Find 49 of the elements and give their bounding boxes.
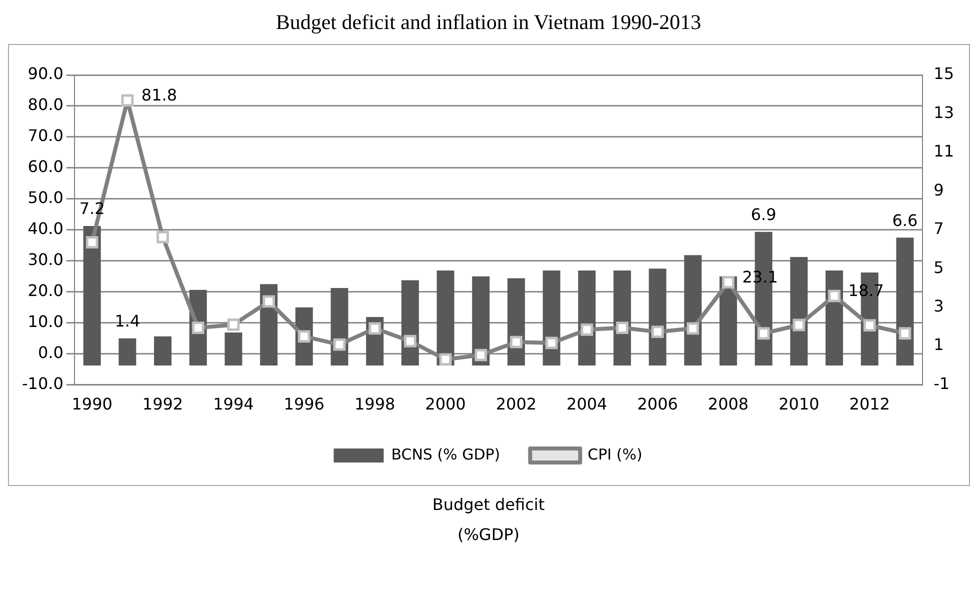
chart-title: Budget deficit and inflation in Vietnam 1990-2013 bbox=[274, 10, 702, 35]
y-tick-label: 80.0 bbox=[28, 95, 64, 114]
y-tick-label: 10.0 bbox=[28, 312, 64, 331]
data-label: 81.8 bbox=[141, 86, 178, 105]
y2-tick-label: 9 bbox=[934, 180, 944, 200]
x-tick-label: 1996 bbox=[284, 394, 324, 414]
bar bbox=[154, 336, 172, 366]
y2-tick-label: 7 bbox=[934, 219, 944, 238]
bar bbox=[118, 338, 136, 366]
data-label: 6.9 bbox=[750, 204, 776, 224]
x-tick-label: 2002 bbox=[496, 394, 537, 414]
y-tick-label: 70.0 bbox=[28, 126, 64, 146]
x-tick-label: 2004 bbox=[566, 394, 608, 414]
x-tick-label: 1992 bbox=[142, 394, 184, 414]
data-label: 1.4 bbox=[114, 311, 140, 330]
y2-tick-label: 1 bbox=[934, 335, 944, 354]
x-tick-label: 1990 bbox=[72, 394, 112, 414]
bar bbox=[790, 257, 808, 366]
text: Budget deficit (%GDP) bbox=[431, 494, 546, 546]
x-tick-label: 1998 bbox=[354, 394, 396, 414]
y-tick-label: 20.0 bbox=[28, 281, 64, 300]
x-tick-label: 1994 bbox=[213, 394, 254, 414]
y-tick-label: 90.0 bbox=[28, 64, 64, 84]
bar bbox=[542, 270, 560, 366]
y2-tick-label: 15 bbox=[934, 64, 954, 84]
y-tick-label: 60.0 bbox=[28, 157, 64, 176]
y2-tick-label: -1 bbox=[934, 374, 950, 393]
legend-label: CPI (%) bbox=[588, 445, 642, 464]
y-tick-label: 0.0 bbox=[38, 342, 64, 362]
x-tick-label: 2000 bbox=[425, 394, 466, 414]
y2-tick-label: 3 bbox=[934, 296, 944, 316]
bar bbox=[83, 226, 101, 366]
bar bbox=[224, 332, 242, 366]
y2-tick-label: 13 bbox=[934, 102, 954, 122]
data-label: 18.7 bbox=[848, 281, 884, 300]
y-tick-label: 50.0 bbox=[28, 188, 64, 208]
data-label: 6.6 bbox=[892, 210, 918, 230]
legend-label: BCNS (% GDP) bbox=[391, 445, 500, 464]
x-tick-label: 2008 bbox=[708, 394, 749, 414]
y-tick-label: -10.0 bbox=[22, 374, 64, 393]
y2-tick-label: 11 bbox=[934, 142, 954, 161]
y-tick-label: 30.0 bbox=[28, 250, 64, 270]
y-tick-label: 40.0 bbox=[28, 219, 64, 238]
x-tick-label: 2010 bbox=[778, 394, 820, 414]
x-tick-label: 2012 bbox=[849, 394, 890, 414]
data-label: 7.2 bbox=[79, 199, 105, 218]
bar bbox=[896, 238, 914, 366]
y2-tick-label: 5 bbox=[934, 258, 944, 277]
x-tick-label: 2006 bbox=[637, 394, 678, 414]
